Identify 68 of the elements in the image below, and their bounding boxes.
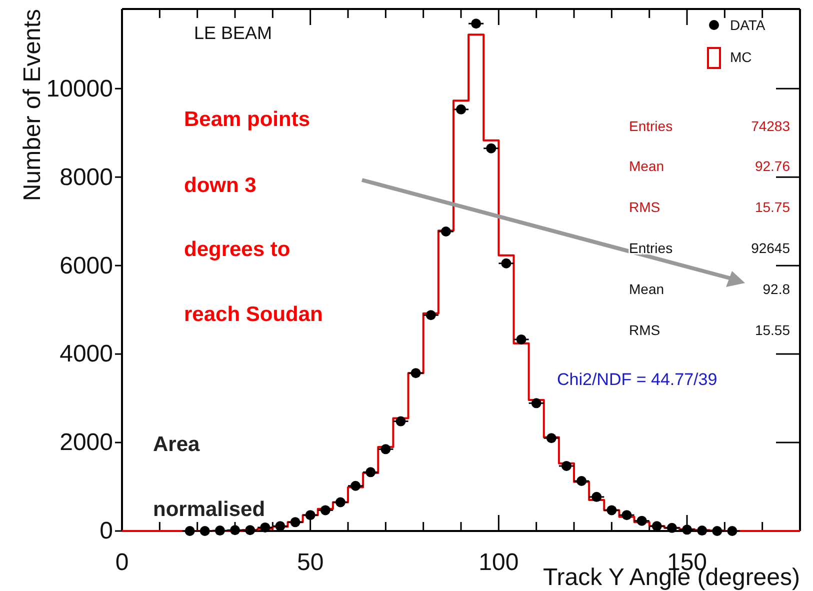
point [682,524,692,535]
annotation: Beam points [184,108,310,131]
point [576,476,587,486]
point [697,526,708,536]
point [712,526,722,536]
annotation: down 3 [184,174,256,197]
legend-label: DATA [730,17,766,33]
point [275,521,286,532]
point [366,467,376,478]
point [380,444,391,454]
point [561,460,572,471]
point [184,526,195,536]
point [666,522,677,533]
point [396,416,406,426]
point [636,516,647,526]
y-tick-label: 6000 [60,252,113,280]
annotation: Mean [629,158,664,174]
annotation: RMS [629,199,660,215]
x-tick-label: 50 [296,549,324,576]
point [546,433,556,444]
point [410,368,421,378]
annotation: degrees to [184,238,290,261]
annotation: 15.75 [754,199,790,215]
annotation: Entries [629,240,673,256]
point [260,522,270,532]
y-axis-title: Number of Events [19,9,46,202]
point [426,310,436,320]
y-tick-label: 4000 [60,340,113,368]
point [456,104,466,114]
point [471,18,482,29]
point [486,143,496,154]
point [531,398,542,408]
point [230,525,240,536]
point [501,258,512,268]
annotation: LE BEAM [194,23,272,43]
point [622,510,632,520]
y-tick-label: 2000 [60,429,113,456]
annotation: 92.76 [754,158,790,174]
annotation: 92645 [751,240,790,256]
point [606,505,617,516]
legend-label: MC [730,49,752,65]
annotation: 74283 [751,118,790,134]
annotation: RMS [629,322,660,338]
point [652,521,662,532]
point [727,526,738,536]
point [516,334,526,344]
y-tick-label: 0 [100,518,113,545]
annotation: Mean [629,281,664,297]
x-tick-label: 100 [478,549,519,576]
annotation: Area [153,433,200,456]
point [245,525,256,536]
point [350,480,361,491]
point [592,492,602,502]
point [305,510,316,520]
y-tick-label: 8000 [60,164,113,191]
annotation: 92.8 [762,281,790,297]
annotation: Chi2/NDF = 44.77/39 [557,370,718,389]
y-tick-label: 10000 [46,75,113,102]
point [290,517,300,528]
point [200,526,210,536]
annotation: 15.55 [754,322,790,338]
point [335,497,346,508]
annotation: Entries [629,118,673,134]
annotation: reach Soudan [184,303,323,326]
annotation: normalised [153,498,266,521]
point [440,226,451,237]
point [320,505,330,516]
point [214,526,225,536]
